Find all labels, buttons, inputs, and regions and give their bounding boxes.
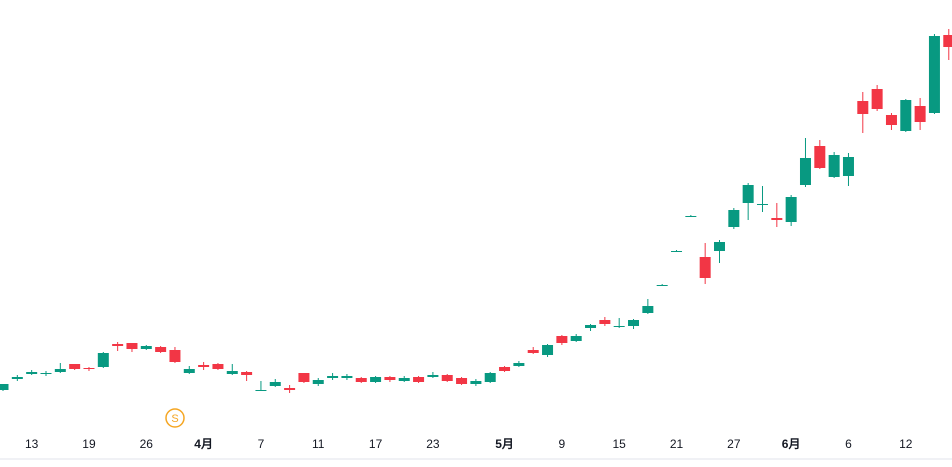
x-tick-label: 21: [670, 437, 684, 451]
candle-body: [355, 378, 367, 382]
candle-body: [169, 350, 181, 362]
x-tick-label: 9: [559, 437, 566, 451]
candle-body: [513, 363, 525, 366]
candle-body: [54, 369, 66, 372]
candle-body: [771, 218, 783, 220]
candle-body: [785, 197, 797, 222]
candle-body: [327, 376, 339, 378]
candle-body: [255, 390, 267, 391]
candle-body: [914, 106, 926, 122]
candle-body: [69, 364, 81, 369]
candle-body: [198, 365, 210, 367]
candle-body: [456, 378, 468, 384]
candle-body: [155, 347, 167, 352]
candle-body: [126, 343, 138, 349]
candle-body: [628, 320, 640, 326]
candle-body: [0, 384, 9, 390]
candle-body: [842, 157, 854, 176]
candle-body: [885, 115, 897, 125]
event-circle[interactable]: [165, 408, 185, 428]
candle-body: [212, 364, 224, 369]
candle-body: [284, 388, 296, 390]
candle-body: [570, 336, 582, 341]
candle-body: [413, 377, 425, 382]
candle-body: [398, 378, 410, 381]
candle-body: [900, 100, 912, 131]
candle-body: [26, 372, 38, 374]
candle-body: [527, 350, 539, 353]
candle-body: [183, 369, 195, 373]
candle-body: [799, 158, 811, 185]
x-tick-label: 26: [140, 437, 154, 451]
x-tick-label: 27: [727, 437, 741, 451]
candle-body: [685, 216, 697, 217]
candle-body: [585, 325, 597, 328]
candle-body: [226, 371, 238, 374]
x-tick-label: 17: [369, 437, 383, 451]
candle-body: [427, 375, 439, 377]
x-tick-label: 12: [899, 437, 913, 451]
candle-body: [671, 251, 683, 252]
candle-body: [384, 377, 396, 380]
candle-body: [742, 185, 754, 203]
x-tick-label: 7: [258, 437, 265, 451]
x-tick-label: 15: [613, 437, 627, 451]
event-marker[interactable]: S: [165, 408, 185, 428]
candle-body: [83, 368, 95, 369]
candle-body: [269, 382, 281, 386]
candle-body: [484, 373, 496, 382]
x-tick-label: 23: [426, 437, 440, 451]
x-tick-label: 5月: [495, 437, 514, 451]
candle-body: [814, 146, 826, 168]
candle-body: [542, 345, 554, 355]
candle-body: [613, 326, 625, 327]
x-tick-label: 4月: [194, 437, 213, 451]
candle-body: [140, 346, 152, 349]
candle-body: [112, 344, 124, 346]
candle-body: [728, 210, 740, 227]
candle-body: [756, 204, 768, 205]
candle-body: [943, 35, 952, 47]
candle-body: [599, 320, 611, 324]
candle-body: [871, 89, 883, 109]
x-tick-label: 11: [312, 437, 325, 451]
candle-body: [699, 257, 711, 278]
x-tick-label: 6月: [782, 437, 801, 451]
candle-body: [11, 377, 23, 379]
candle-body: [470, 381, 482, 384]
candle-body: [714, 242, 725, 251]
candle-body: [928, 36, 940, 113]
candle-body: [499, 367, 511, 371]
candle-body: [656, 285, 668, 286]
candle-body: [441, 375, 453, 381]
candle-body: [370, 377, 382, 382]
candle-body: [857, 101, 869, 114]
candle-body: [828, 155, 840, 177]
candle-body: [556, 336, 568, 343]
x-tick-label: 6: [845, 437, 852, 451]
event-label[interactable]: S: [171, 413, 178, 425]
candle-body: [312, 380, 324, 384]
x-tick-label: 13: [25, 437, 39, 451]
candle-body: [298, 373, 310, 382]
x-tick-label: 19: [82, 437, 96, 451]
candle-body: [97, 353, 109, 367]
candle-body: [642, 306, 654, 313]
candle-body: [341, 376, 353, 378]
candle-body: [241, 372, 253, 375]
candle-body: [40, 373, 52, 374]
